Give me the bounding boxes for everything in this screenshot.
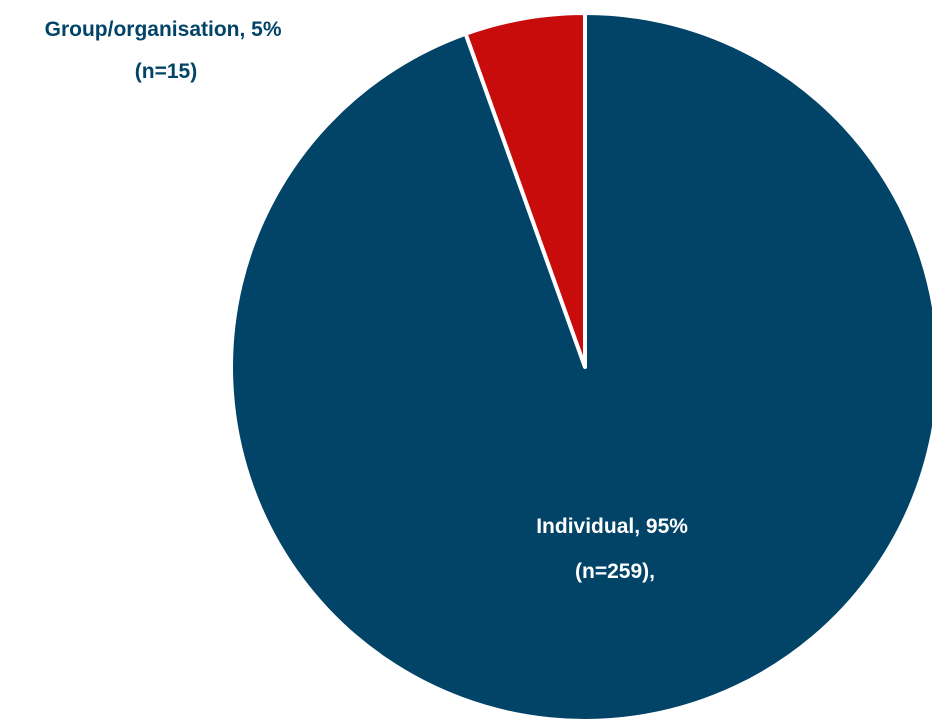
pie-slice-individual [229,11,932,722]
pie-slices [229,11,932,722]
slice-label-group-organisation: Group/organisation, 5% (n=15) [45,18,288,83]
pie-slice-group-organisation [463,11,587,369]
slice-label-individual-line1: Individual, 95% [536,515,688,538]
slice-label-group-organisation-line2: (n=15) [135,60,197,83]
slice-label-individual: Individual, 95% (n=259), [536,515,694,583]
slice-label-group-organisation-line1: Group/organisation, 5% [45,18,282,41]
slice-label-individual-line2: (n=259), [575,560,655,583]
